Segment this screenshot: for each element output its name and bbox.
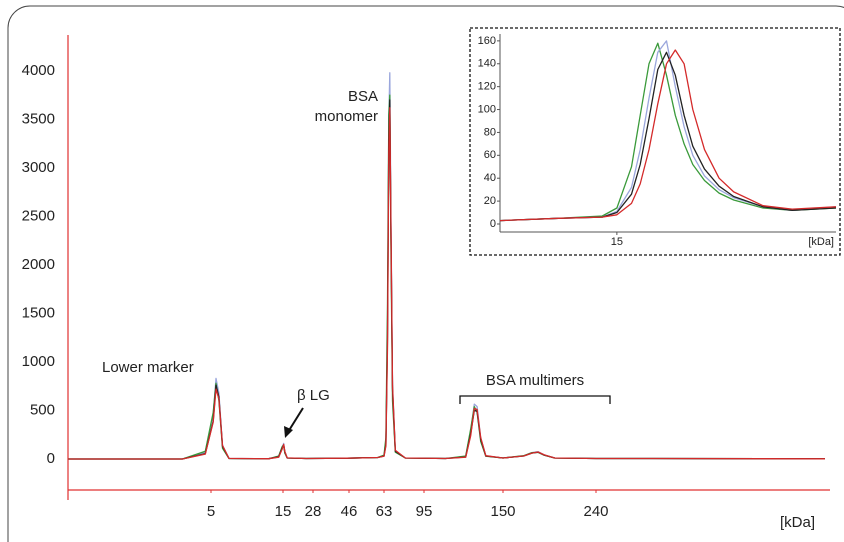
x-tick-label: 150 (490, 503, 515, 520)
trace (499, 51, 837, 222)
annotation: BSA multimers (486, 372, 584, 389)
inset-x-axis-label: [kDa] (808, 236, 834, 248)
x-tick-label: 15 (611, 236, 623, 248)
y-tick-label: 160 (478, 35, 496, 47)
x-axis-label: [kDa] (780, 514, 815, 531)
trace (499, 49, 837, 222)
y-tick-label: 500 (30, 401, 55, 418)
arrow (287, 407, 304, 433)
y-tick-label: 2500 (22, 207, 55, 224)
inset-frame (469, 27, 841, 256)
x-tick-label: 46 (341, 503, 358, 520)
y-tick-label: 1000 (22, 353, 55, 370)
annotation: monomer (315, 108, 378, 125)
y-tick-label: 4000 (22, 62, 55, 79)
y-tick-label: 0 (490, 218, 496, 230)
x-tick-label: 63 (376, 503, 393, 520)
bracket (459, 395, 611, 404)
y-tick-label: 1500 (22, 304, 55, 321)
y-tick-label: 3000 (22, 159, 55, 176)
x-tick-label: 5 (207, 503, 215, 520)
trace (499, 42, 837, 222)
y-tick-label: 0 (47, 450, 55, 467)
y-tick-label: 20 (484, 195, 496, 207)
x-tick-label: 15 (275, 503, 292, 520)
x-tick-label: 95 (416, 503, 433, 520)
y-tick-label: 80 (484, 126, 496, 138)
annotation: Lower marker (102, 359, 194, 376)
y-tick-label: 40 (484, 172, 496, 184)
trace (68, 107, 826, 460)
arrow-head (284, 426, 293, 438)
annotation: BSA (348, 88, 378, 105)
y-tick-label: 100 (478, 103, 496, 115)
x-tick-label: 28 (305, 503, 322, 520)
y-tick-label: 60 (484, 149, 496, 161)
y-tick-label: 120 (478, 81, 496, 93)
x-tick-label: 240 (583, 503, 608, 520)
frame (7, 5, 844, 542)
y-tick-label: 3500 (22, 110, 55, 127)
y-tick-label: 140 (478, 58, 496, 70)
annotation: β LG (297, 387, 330, 404)
y-tick-label: 2000 (22, 256, 55, 273)
